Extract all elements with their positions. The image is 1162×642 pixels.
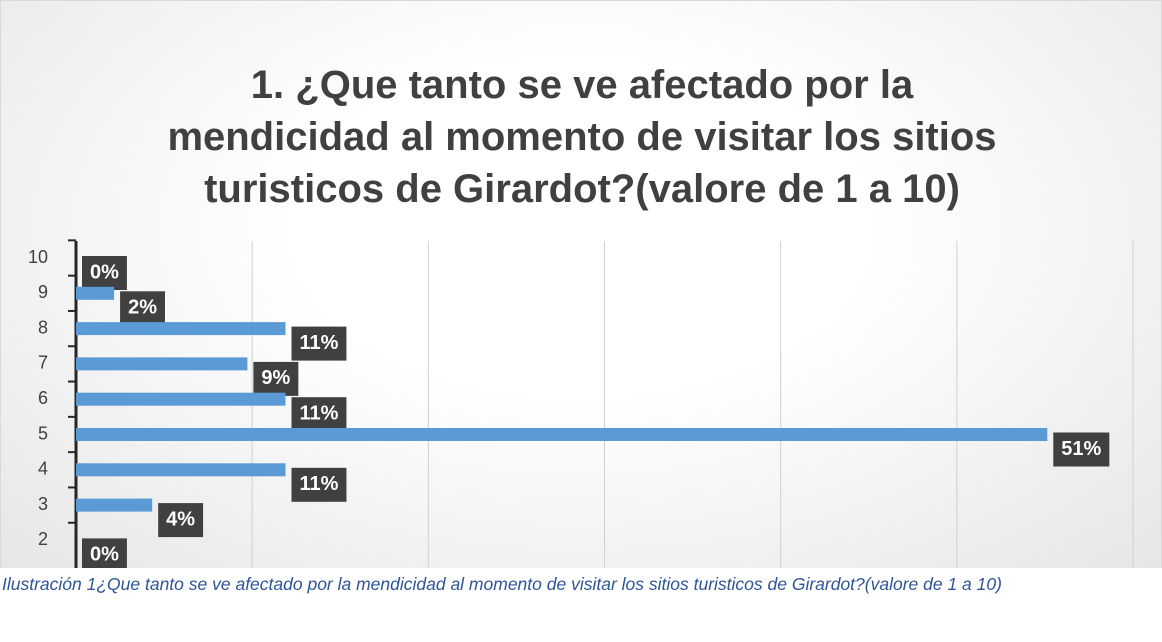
y-tick-label: 9	[38, 282, 48, 302]
y-tick-label: 2	[38, 529, 48, 549]
data-label: 4%	[166, 508, 195, 530]
data-label: 11%	[299, 473, 338, 495]
data-label-box	[1053, 432, 1110, 467]
data-label-group: 0%	[82, 538, 127, 568]
y-tick-label: 6	[38, 388, 48, 408]
bar	[76, 392, 286, 406]
chart: 10 0% 9 2% 8 11% 7 9% 6 11% 5 51% 4 11% 3 4% 2 0% 1. ¿Que…	[0, 0, 1162, 568]
data-label-box	[253, 361, 299, 396]
data-label: 11%	[299, 332, 338, 354]
bar	[76, 286, 115, 300]
bar	[76, 357, 248, 371]
data-label-box	[291, 326, 347, 361]
data-label-group: 11%	[291, 326, 347, 361]
bar	[76, 463, 286, 477]
chart-plot: 10 0% 9 2% 8 11% 7 9% 6 11% 5 51% 4 11% 3 4% 2 0%	[28, 239, 1134, 568]
data-label: 2%	[128, 297, 157, 319]
data-label-group: 11%	[291, 467, 347, 502]
y-tick-label: 4	[38, 459, 48, 479]
data-label-box	[82, 256, 127, 290]
y-tick-label: 5	[38, 423, 48, 443]
data-label-group: 0%	[82, 256, 127, 290]
data-label-box	[120, 291, 165, 326]
data-label-box	[291, 467, 347, 502]
bar	[76, 322, 286, 336]
y-tick-label: 7	[38, 353, 48, 373]
data-label-box	[82, 538, 127, 568]
data-label-group: 11%	[291, 397, 347, 432]
bar	[76, 428, 1048, 441]
data-label: 9%	[261, 367, 290, 389]
data-label-box	[291, 397, 347, 432]
y-tick-label: 3	[38, 494, 48, 514]
data-label: 11%	[299, 402, 338, 424]
data-label-group: 51%	[1053, 432, 1110, 467]
data-label: 51%	[1061, 438, 1101, 460]
bar	[76, 498, 153, 512]
data-label-box	[158, 503, 204, 538]
data-label-group: 9%	[253, 361, 299, 396]
data-label-group: 4%	[158, 503, 204, 538]
data-label: 0%	[90, 544, 119, 566]
data-label-group: 2%	[120, 291, 165, 326]
data-label: 0%	[90, 261, 119, 283]
chart-title: 1. ¿Que tanto se ve afectado por la mend…	[167, 63, 997, 211]
y-tick-label: 10	[28, 247, 48, 267]
caption: Ilustración 1¿Que tanto se ve afectado p…	[2, 574, 1002, 594]
y-tick-label: 8	[38, 317, 48, 337]
